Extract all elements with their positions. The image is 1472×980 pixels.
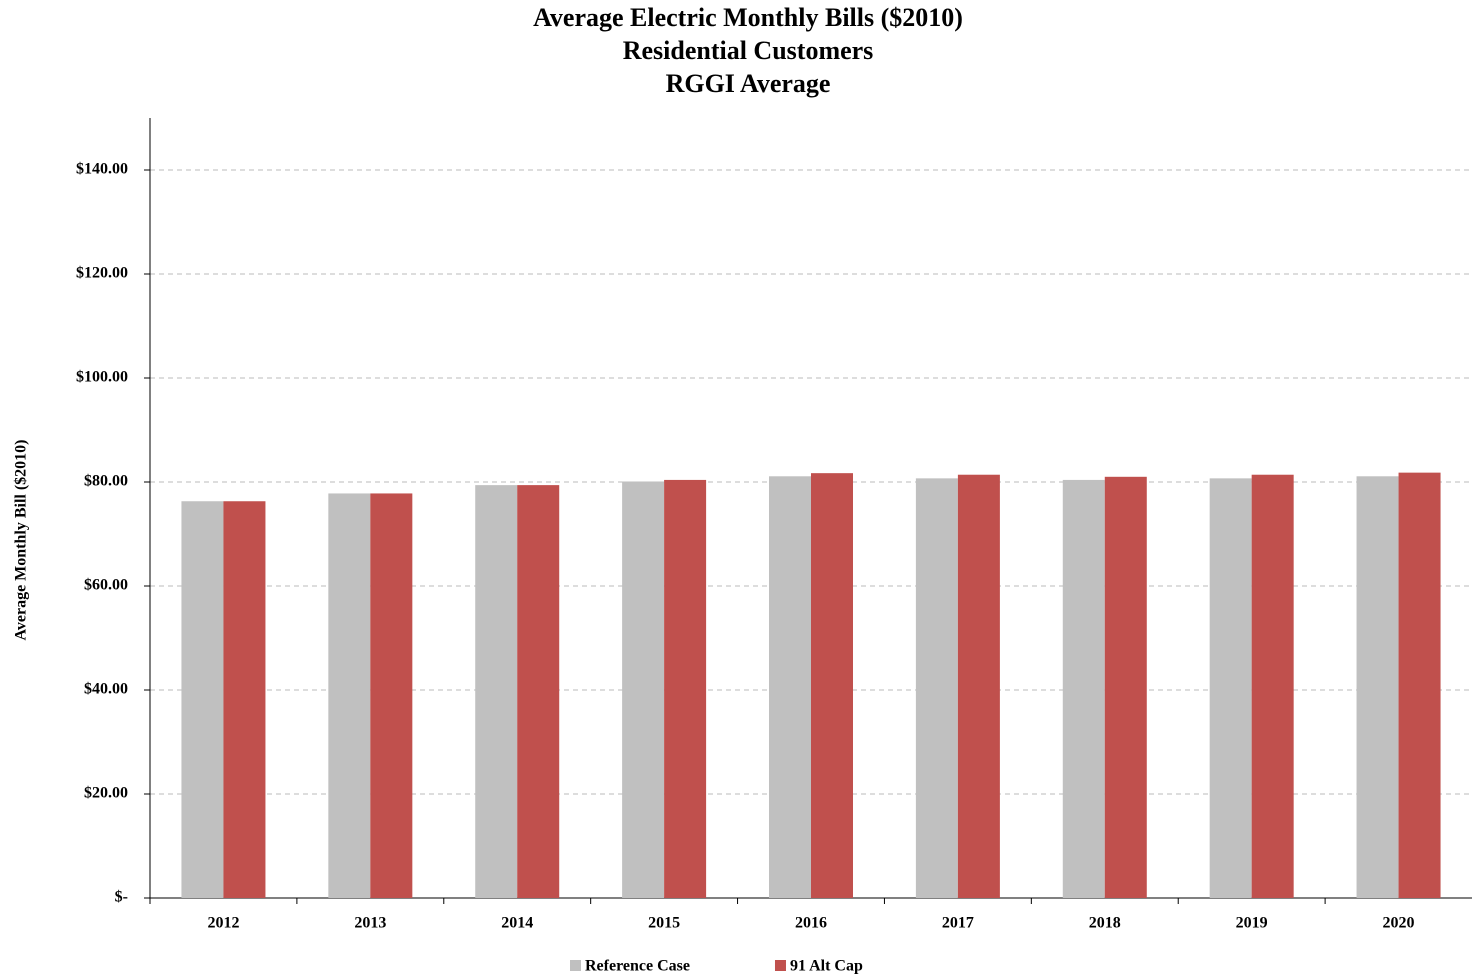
y-tick-label: $140.00 <box>76 161 128 178</box>
legend-swatch <box>774 960 786 971</box>
chart-title: Average Electric Monthly Bills ($2010) <box>533 3 963 32</box>
legend-swatch <box>570 960 581 971</box>
y-tick-label: $120.00 <box>76 265 128 282</box>
y-tick-label: $40.00 <box>84 681 128 698</box>
bar <box>1104 476 1147 898</box>
y-tick-label: $- <box>115 889 128 906</box>
bar <box>1062 479 1105 898</box>
x-tick-label: 2016 <box>795 915 827 932</box>
bar <box>328 493 371 898</box>
x-tick-label: 2014 <box>501 915 533 932</box>
x-tick-label: 2018 <box>1089 915 1121 932</box>
bar <box>223 501 266 898</box>
legend-label: 91 Alt Cap <box>790 958 863 975</box>
x-tick-label: 2019 <box>1236 915 1268 932</box>
y-tick-label: $80.00 <box>84 473 128 490</box>
x-tick-label: 2020 <box>1383 915 1415 932</box>
bar <box>475 485 518 898</box>
bar <box>1356 476 1399 898</box>
chart-title: RGGI Average <box>666 69 831 98</box>
y-tick-label: $20.00 <box>84 785 128 802</box>
bar <box>915 478 958 898</box>
legend-label: Reference Case <box>585 958 690 975</box>
y-axis-label: Average Monthly Bill ($2010) <box>13 439 30 640</box>
x-tick-label: 2015 <box>648 915 680 932</box>
y-tick-label: $100.00 <box>76 369 128 386</box>
bar <box>811 473 853 898</box>
bar <box>769 476 811 898</box>
bar <box>1398 472 1441 898</box>
bar <box>181 501 224 898</box>
bar <box>957 474 1000 898</box>
bar <box>517 485 560 898</box>
bar <box>370 493 413 898</box>
x-tick-label: 2017 <box>942 915 974 932</box>
x-tick-label: 2013 <box>354 915 386 932</box>
bar <box>622 481 665 898</box>
bar <box>1251 474 1294 898</box>
chart-title: Residential Customers <box>623 36 874 65</box>
y-tick-label: $60.00 <box>84 577 128 594</box>
x-tick-label: 2012 <box>207 915 239 932</box>
bar <box>664 479 707 898</box>
bar <box>1209 478 1252 898</box>
